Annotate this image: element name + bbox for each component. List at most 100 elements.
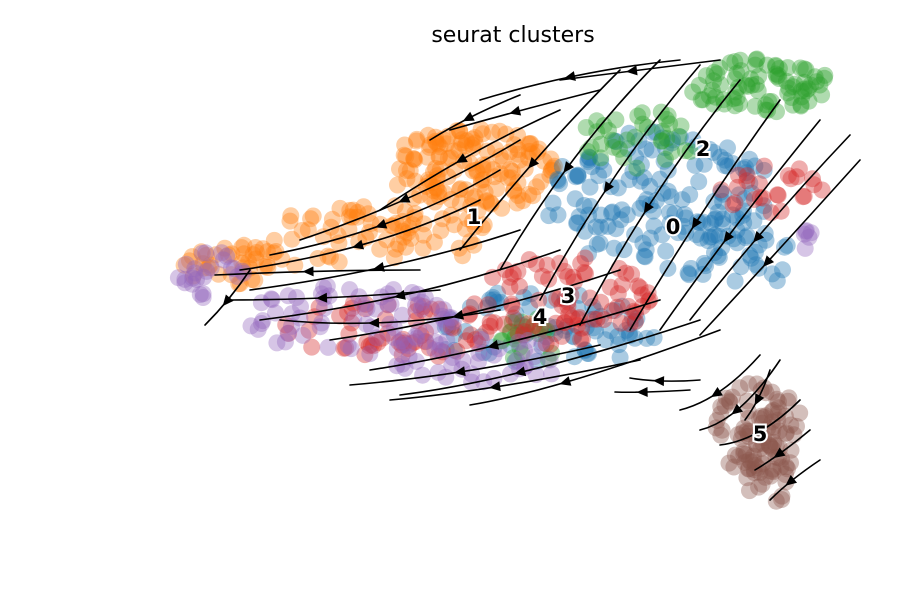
cell-point — [788, 168, 806, 186]
cell-point — [509, 174, 527, 192]
cell-point — [225, 260, 243, 278]
cell-point — [780, 389, 798, 407]
cell-point — [505, 181, 523, 199]
cell-point — [407, 303, 425, 320]
cell-point — [466, 129, 484, 146]
cell-point — [726, 194, 744, 212]
cell-point — [728, 178, 746, 196]
cell-point — [398, 162, 415, 179]
cell-point — [747, 51, 765, 69]
cell-point — [741, 150, 759, 168]
cell-point — [692, 229, 710, 247]
cell-point — [501, 268, 519, 286]
cell-point — [555, 262, 573, 280]
cell-point — [486, 168, 503, 186]
chart-title: seurat clusters — [431, 23, 594, 48]
cell-point — [454, 247, 471, 265]
cell-point — [670, 127, 688, 145]
cell-point — [551, 175, 568, 193]
streamline — [239, 199, 481, 271]
cell-point — [477, 193, 495, 211]
streamline-arrowhead — [603, 181, 614, 194]
cell-point — [502, 323, 520, 341]
cell-point — [303, 338, 321, 356]
cell-point — [465, 295, 483, 313]
cell-point — [727, 83, 745, 101]
cell-point — [659, 107, 677, 125]
cell-point — [753, 475, 771, 493]
cell-point — [453, 131, 471, 149]
cell-point — [681, 186, 699, 204]
cell-point — [337, 339, 355, 357]
cell-point — [521, 298, 539, 316]
cell-point — [647, 192, 665, 209]
cell-point — [641, 229, 659, 247]
cell-point — [748, 375, 766, 393]
cell-point — [403, 334, 421, 352]
cell-point — [661, 204, 678, 221]
cell-point — [559, 268, 577, 286]
cell-point — [475, 216, 493, 234]
cell-point — [758, 56, 776, 74]
cell-point — [575, 197, 593, 214]
cell-point — [581, 178, 599, 196]
streamline — [539, 64, 701, 301]
cell-point — [395, 334, 413, 352]
cell-point — [563, 309, 581, 327]
cell-point — [757, 407, 774, 425]
streamline — [379, 109, 561, 211]
cell-point — [730, 186, 748, 204]
cell-point — [427, 132, 445, 150]
cell-point — [610, 336, 628, 354]
cell-point — [445, 142, 463, 160]
cell-point — [609, 285, 627, 303]
cell-point — [772, 458, 790, 476]
cell-point — [607, 111, 625, 129]
cell-point — [395, 336, 413, 353]
cell-point — [802, 76, 820, 94]
cell-point — [768, 186, 786, 204]
cell-point — [511, 277, 528, 295]
cell-point — [755, 379, 773, 397]
cell-point — [442, 149, 460, 167]
cell-point — [371, 240, 389, 258]
cell-point — [343, 299, 361, 317]
cell-point — [592, 307, 610, 325]
cell-point — [576, 222, 594, 240]
cell-point — [383, 217, 401, 235]
cell-point — [587, 322, 605, 340]
cell-point — [361, 345, 379, 363]
cell-point — [811, 76, 829, 94]
cell-point — [717, 389, 735, 407]
cell-point — [242, 317, 260, 335]
streamline — [614, 389, 691, 394]
cell-point — [815, 69, 833, 87]
cell-point — [748, 436, 766, 454]
cell-point — [705, 72, 722, 90]
cell-point — [720, 454, 738, 472]
cell-point — [677, 209, 695, 227]
cell-point — [379, 296, 397, 314]
cell-point — [804, 170, 821, 188]
cell-point — [520, 135, 538, 153]
cell-point — [452, 134, 470, 152]
streamline-arrowhead — [691, 217, 702, 230]
cell-point — [573, 330, 591, 348]
cell-point — [220, 246, 237, 264]
cell-point — [779, 84, 797, 102]
cell-point — [420, 339, 438, 357]
cell-point — [244, 246, 262, 264]
cell-point — [600, 122, 617, 139]
cell-point — [597, 331, 614, 349]
cell-point — [485, 346, 503, 364]
cell-point — [537, 328, 555, 346]
cell-point — [247, 250, 265, 268]
streamline-arrowhead — [773, 447, 786, 458]
cell-point — [569, 167, 587, 185]
cell-point — [739, 77, 756, 95]
cell-point — [276, 333, 294, 351]
cell-point — [703, 81, 721, 99]
streamline-arrowhead — [762, 255, 775, 267]
cell-point — [481, 317, 499, 335]
